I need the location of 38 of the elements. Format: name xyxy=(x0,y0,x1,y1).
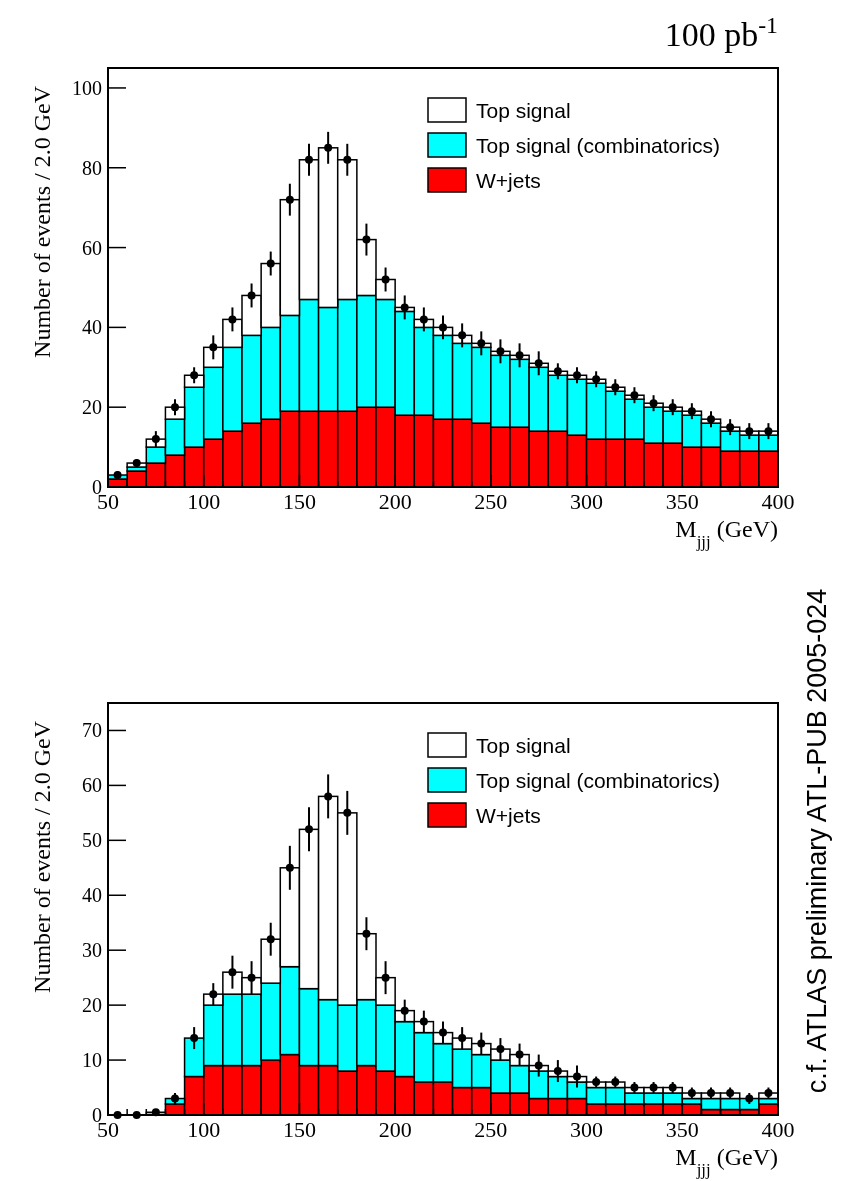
x-tick-label: 350 xyxy=(665,1117,699,1142)
y-axis-title: Number of events / 2.0 GeV xyxy=(29,720,55,993)
y-tick-label: 10 xyxy=(82,1049,102,1072)
y-tick-label: 60 xyxy=(82,236,102,259)
y-tick-label: 40 xyxy=(82,316,102,339)
legend-label: Top signal xyxy=(476,734,571,757)
legend-label: Top signal (combinatorics) xyxy=(476,769,720,792)
y-tick-label: 80 xyxy=(82,156,102,179)
x-axis-title: M$_{jjj}$ (GeV) xyxy=(675,516,778,551)
x-tick-label: 350 xyxy=(665,489,699,514)
y-tick-label: 40 xyxy=(82,884,102,907)
text: 100 pb$^{-1}$ xyxy=(664,12,778,53)
x-axis-title: M$_{jjj}$ (GeV) xyxy=(675,1144,778,1179)
x-tick-label: 200 xyxy=(378,1117,412,1142)
y-axis-title: Number of events / 2.0 GeV xyxy=(29,85,55,358)
x-tick-label: 100 xyxy=(187,1117,221,1142)
x-tick-label: 250 xyxy=(474,1117,508,1142)
y-tick-label: 70 xyxy=(82,719,102,742)
x-tick-label: 250 xyxy=(474,489,508,514)
x-tick-label: 150 xyxy=(282,1117,316,1142)
x-tick-label: 200 xyxy=(378,489,412,514)
x-tick-label: 400 xyxy=(761,489,795,514)
legend-label: Top signal (combinatorics) xyxy=(476,134,720,157)
y-tick-label: 50 xyxy=(82,829,102,852)
x-tick-label: 150 xyxy=(282,489,316,514)
y-tick-label: 100 xyxy=(72,76,102,99)
y-tick-label: 20 xyxy=(82,396,102,419)
y-tick-label: 30 xyxy=(82,939,102,962)
legend-label: W+jets xyxy=(476,169,541,192)
x-tick-label: 400 xyxy=(761,1117,795,1142)
legend-label: Top signal xyxy=(476,99,571,122)
y-tick-label: 60 xyxy=(82,774,102,797)
x-tick-label: 100 xyxy=(187,489,221,514)
y-tick-label: 20 xyxy=(82,994,102,1017)
x-tick-label: 300 xyxy=(570,1117,604,1142)
legend-label: W+jets xyxy=(476,804,541,827)
x-tick-label: 300 xyxy=(570,489,604,514)
text: c.f. ATLAS preliminary ATL-PUB 2005-024 xyxy=(802,588,832,1094)
